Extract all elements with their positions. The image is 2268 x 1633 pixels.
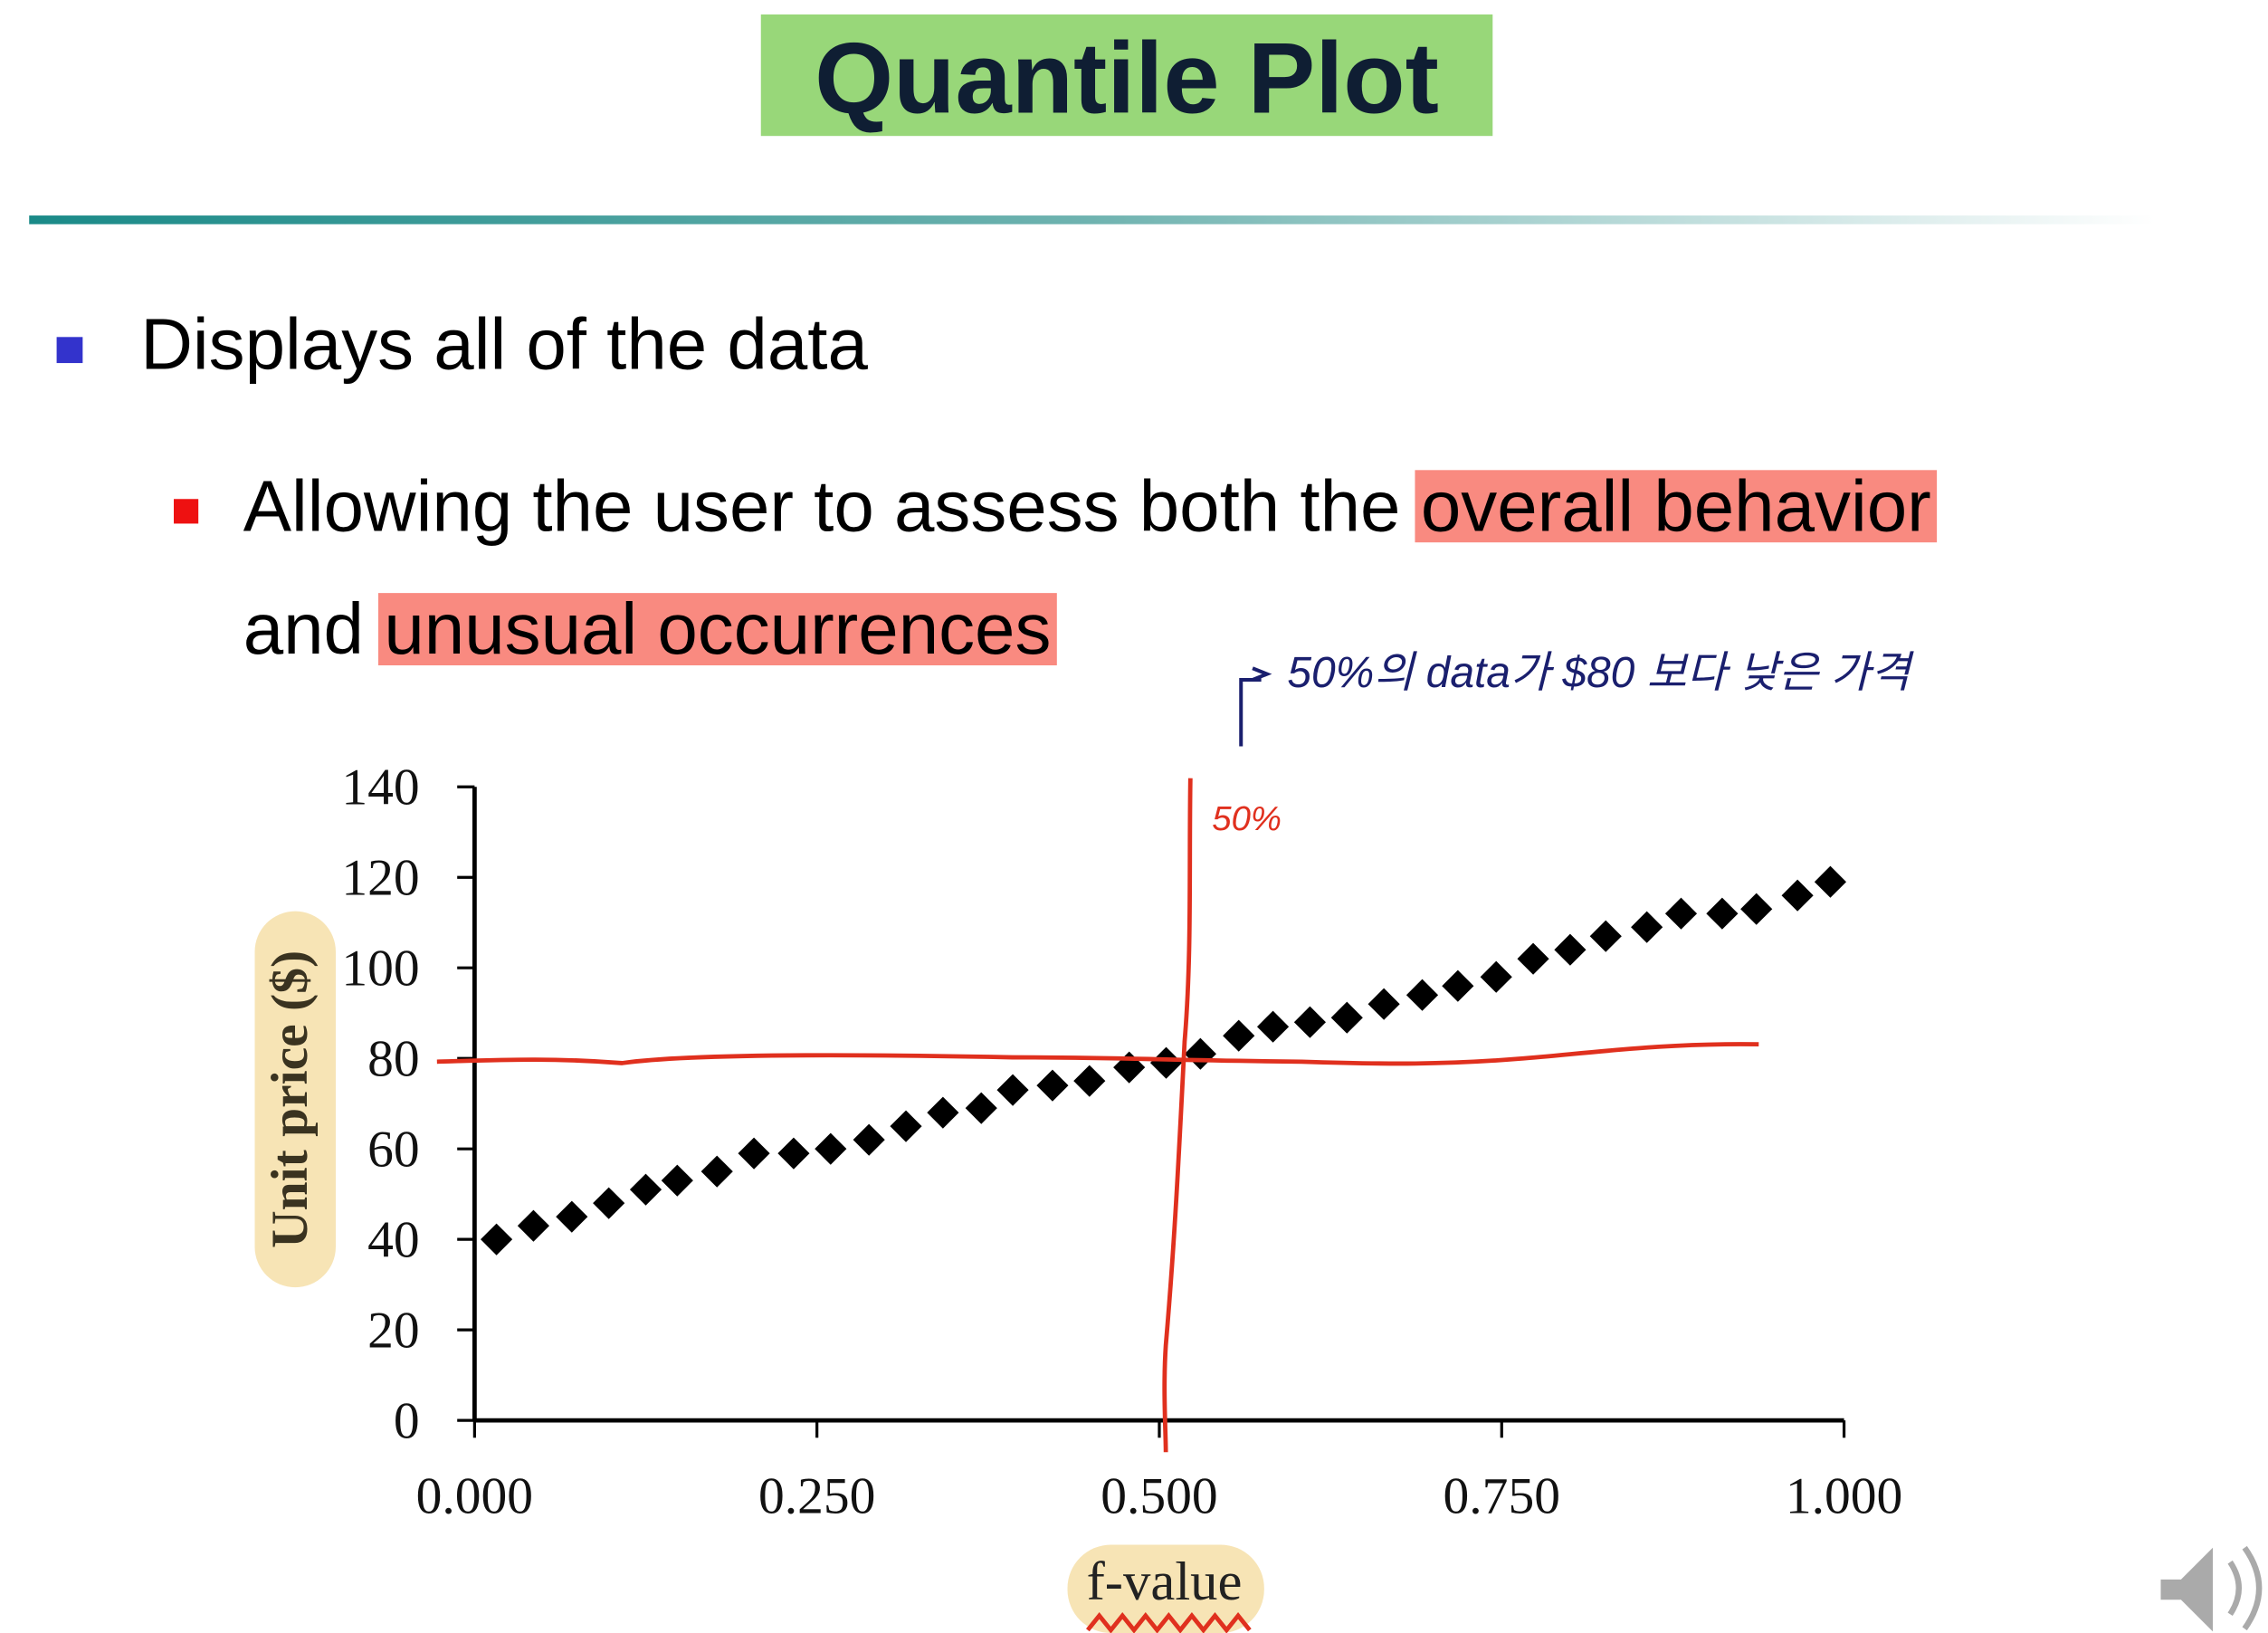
data-point [1036, 1069, 1069, 1102]
title-highlight [760, 14, 1493, 137]
annotation-arrow [1239, 666, 1272, 747]
annotation-squiggle [1085, 1611, 1252, 1633]
handwritten-note: 50% [1212, 799, 1282, 838]
bullet-marker [174, 499, 199, 524]
data-point [593, 1187, 625, 1219]
data-point [1367, 988, 1400, 1020]
data-point [1073, 1065, 1106, 1097]
axis-label-highlight [254, 911, 336, 1288]
data-point [1706, 897, 1739, 930]
data-point [777, 1137, 810, 1170]
data-point [1223, 1019, 1255, 1052]
x-tick-label: 0.250 [758, 1467, 875, 1524]
bullet-text: Allowing the user to assess both the [243, 465, 1401, 546]
speaker-waves [2227, 1545, 2263, 1631]
data-point [1480, 960, 1512, 993]
title-rule [29, 215, 2156, 224]
data-point [1406, 979, 1439, 1011]
data-point [661, 1164, 693, 1197]
data-point [1589, 920, 1622, 952]
x-tick-label: 0.500 [1101, 1467, 1217, 1524]
x-tick-label: 0.750 [1444, 1467, 1560, 1524]
data-point [517, 1209, 550, 1242]
highlighted-text: overall behavior [1421, 465, 1931, 546]
data-point [1814, 865, 1847, 898]
data-point [1554, 933, 1587, 966]
data-point [629, 1173, 662, 1206]
y-tick-label: 20 [367, 1302, 420, 1359]
annotation-line [436, 1042, 1759, 1066]
data-point [481, 1223, 513, 1256]
data-point [965, 1092, 997, 1124]
data-point [927, 1096, 959, 1129]
y-tick-label: 40 [367, 1211, 420, 1268]
bullet-marker [56, 337, 83, 364]
data-point [853, 1123, 885, 1156]
bullet-text: Displays all of the data [140, 303, 868, 384]
axis-label-highlight [1067, 1544, 1264, 1633]
data-point [1781, 879, 1814, 912]
annotation-line [1162, 778, 1193, 1453]
data-point [1256, 1010, 1290, 1043]
speaker-icon[interactable] [2160, 1547, 2214, 1632]
data-point [738, 1137, 770, 1170]
data-point [1293, 1006, 1326, 1038]
data-point [1740, 893, 1773, 925]
y-tick-label: 120 [341, 849, 419, 906]
handwritten-note: 50%의 data가 $80 보다 낮은 가격 [1287, 649, 1913, 697]
data-point [1631, 911, 1663, 943]
data-point [815, 1132, 847, 1165]
data-point [996, 1074, 1029, 1106]
data-point [1330, 1001, 1363, 1034]
data-point [556, 1200, 588, 1233]
highlighted-text: unusual occurrences [384, 588, 1051, 669]
text-highlight [1415, 470, 1938, 543]
x-axis-label: f-value [1087, 1552, 1243, 1612]
x-tick-label: 1.000 [1786, 1467, 1902, 1524]
slide-title: Quantile Plot [815, 22, 1439, 135]
y-axis-label: Unit price ($) [262, 950, 319, 1248]
chart: 0 20 40 60 80 100 120 140 0.000 0.250 0.500 0.750 1.… [262, 759, 1902, 1612]
text-highlight [377, 593, 1057, 666]
y-tick-label: 140 [341, 759, 419, 816]
data-point [1664, 897, 1698, 930]
data-point [1184, 1037, 1216, 1070]
data-point [1517, 942, 1549, 975]
y-tick-label: 100 [341, 940, 419, 997]
data-point [1442, 969, 1474, 1002]
bullet-text: and [243, 588, 364, 669]
data-point [890, 1110, 922, 1142]
y-tick-label: 80 [367, 1030, 420, 1087]
y-tick-label: 0 [394, 1392, 420, 1449]
data-point [700, 1155, 733, 1188]
y-tick-label: 60 [367, 1121, 420, 1178]
data-point [1149, 1046, 1183, 1079]
x-tick-label: 0.000 [416, 1467, 533, 1524]
